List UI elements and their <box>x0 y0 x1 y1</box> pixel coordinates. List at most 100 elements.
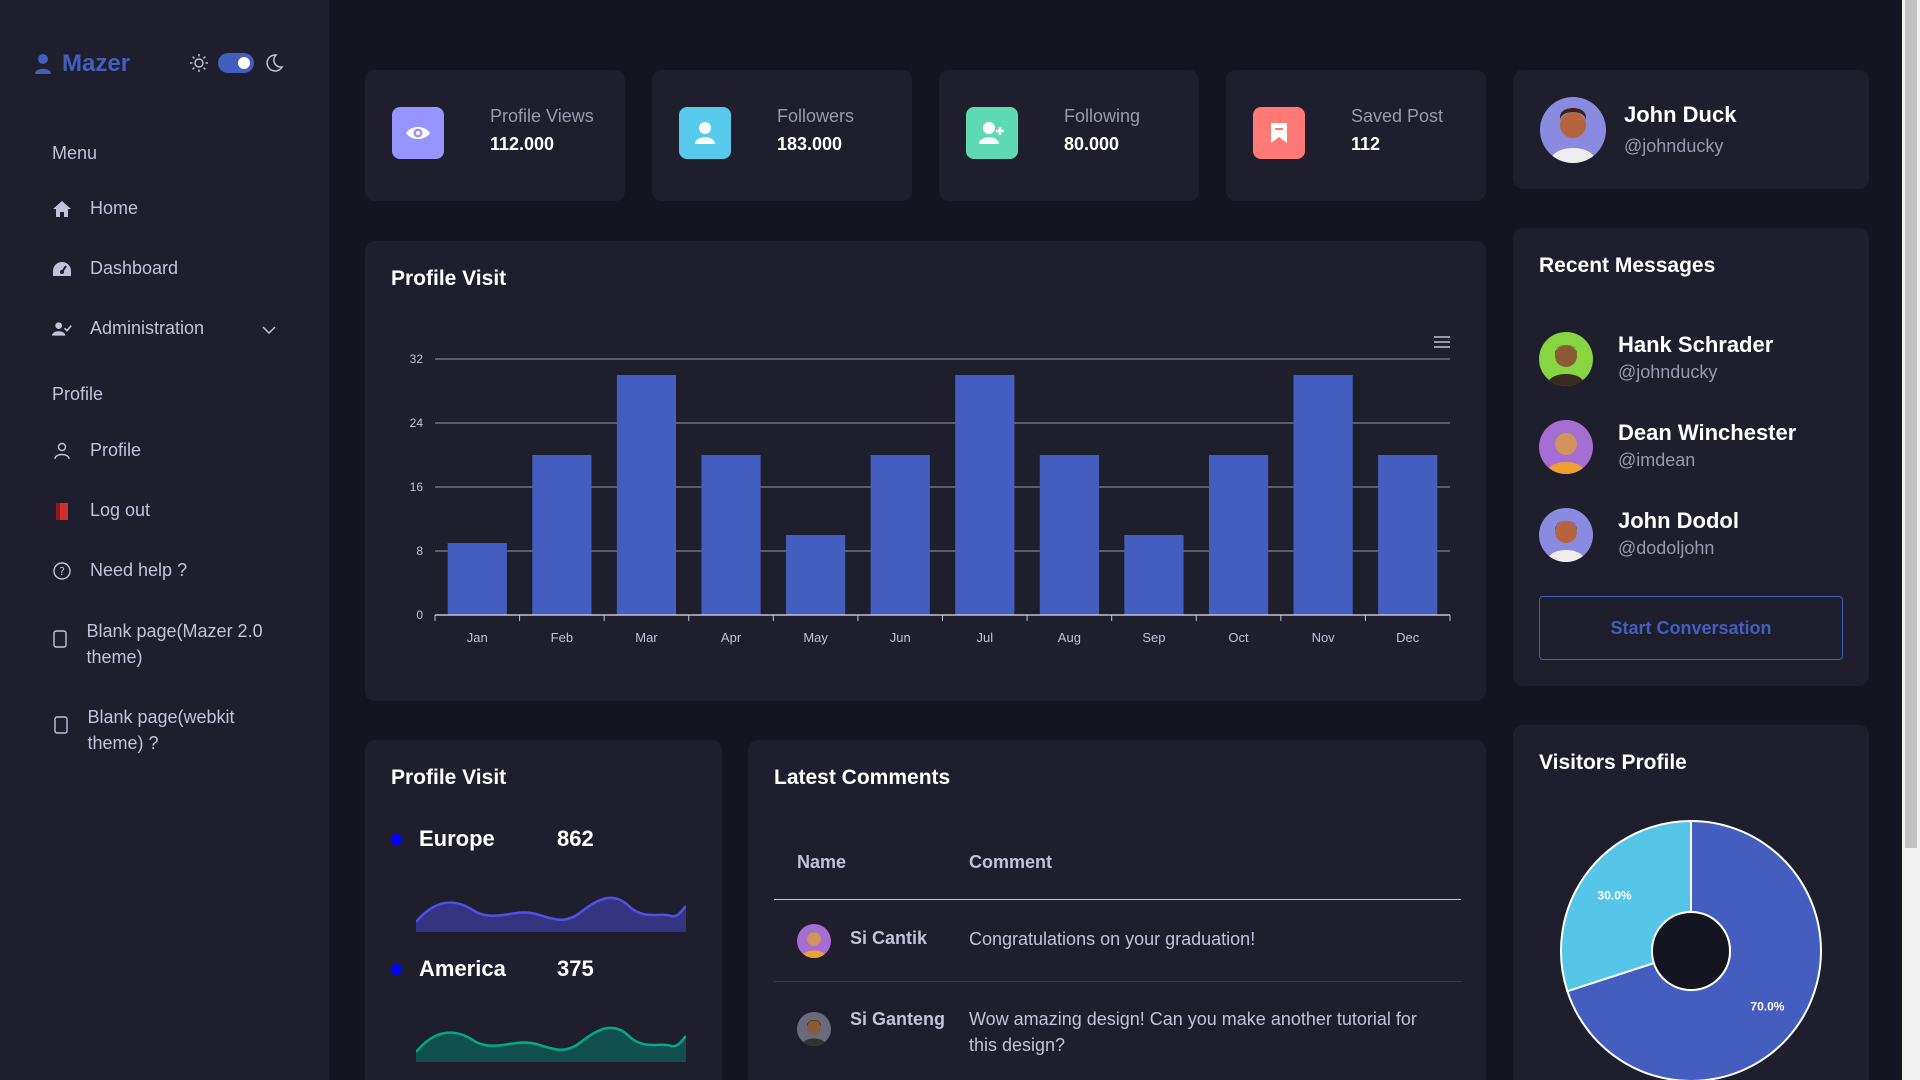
eye-icon <box>392 107 444 159</box>
donut-hole <box>1651 911 1731 991</box>
slice-label: 70.0% <box>1750 1000 1784 1014</box>
x-tick-label: Aug <box>1058 630 1081 645</box>
header-divider <box>774 899 1461 900</box>
avatar <box>797 924 831 958</box>
comment-author: Si Cantik <box>850 928 928 948</box>
speedometer-icon <box>52 260 72 278</box>
stat-label: Following <box>1064 106 1141 126</box>
theme-switch[interactable] <box>218 53 254 73</box>
sidebar: Mazer Menu Home Dashboard Administration… <box>0 0 329 1080</box>
recent-messages-card: Recent Messages Hank Schrader @johnducky… <box>1513 228 1869 686</box>
bar-chart: 0 8 16 24 32 Jan Feb Mar Apr May Jun Jul Aug Sep Oct No… <box>410 336 1451 645</box>
y-tick-label: 24 <box>410 416 424 430</box>
x-tick-label: Jan <box>467 630 488 645</box>
card-title: Visitors Profile <box>1539 751 1687 774</box>
bar <box>701 455 761 615</box>
stat-value: 183.000 <box>777 134 843 154</box>
bar <box>1124 535 1184 615</box>
stat-card-saved-post: Saved Post 112 <box>1226 70 1486 201</box>
comment-author: Si Ganteng <box>850 1009 946 1029</box>
region-value: 375 <box>557 956 594 981</box>
x-tick-label: Sep <box>1142 630 1165 645</box>
avatar[interactable] <box>1540 97 1606 163</box>
sidebar-item-dashboard[interactable]: Dashboard <box>52 258 282 279</box>
svg-text:?: ? <box>59 565 65 578</box>
america-sparkline <box>416 1026 686 1062</box>
sidebar-item-help[interactable]: ? Need help ? <box>52 560 282 581</box>
avatar[interactable] <box>1539 420 1593 474</box>
person-icon <box>679 107 731 159</box>
sidebar-item-label: Need help ? <box>90 560 188 580</box>
question-circle-icon: ? <box>52 561 72 580</box>
message-sender-handle: @imdean <box>1618 450 1696 470</box>
column-header-comment: Comment <box>969 852 1053 872</box>
latest-comments-card: Latest Comments Name Comment Si Cantik C… <box>748 740 1486 1080</box>
scrollbar[interactable] <box>1902 0 1920 1080</box>
card-title: Recent Messages <box>1539 254 1716 277</box>
y-tick-label: 32 <box>410 352 424 366</box>
stat-card-following: Following 80.000 <box>939 70 1199 201</box>
house-icon <box>52 200 72 218</box>
card-title: Profile Visit <box>391 766 507 789</box>
sidebar-item-label: Log out <box>90 500 151 520</box>
scrollbar-thumb[interactable] <box>1905 0 1917 848</box>
sidebar-item-home[interactable]: Home <box>52 198 282 219</box>
avatar[interactable] <box>1539 332 1593 386</box>
brand-logo[interactable]: Mazer <box>34 50 130 78</box>
person-icon <box>52 442 72 460</box>
x-tick-label: Oct <box>1228 630 1249 645</box>
bar <box>1039 455 1099 615</box>
stat-label: Followers <box>777 106 855 126</box>
europe-sparkline <box>416 896 686 932</box>
file-icon <box>52 716 69 734</box>
message-sender-name: John Dodol <box>1618 508 1739 533</box>
user-name: John Duck <box>1624 102 1737 127</box>
y-tick-label: 0 <box>416 608 423 622</box>
avatar[interactable] <box>1539 508 1593 562</box>
y-tick-label: 16 <box>410 480 424 494</box>
message-sender-name: Hank Schrader <box>1618 332 1774 357</box>
region-name: Europe <box>419 826 495 851</box>
user-card: John Duck @johnducky <box>1513 70 1869 189</box>
stat-label: Profile Views <box>490 106 594 126</box>
sidebar-item-blank-mazer[interactable]: Blank page(Mazer 2.0 theme) <box>52 618 282 670</box>
legend-dot <box>391 833 402 845</box>
menu-section-title: Menu <box>52 143 98 163</box>
bar <box>1208 455 1269 615</box>
x-tick-label: May <box>803 630 828 645</box>
x-tick-label: Mar <box>635 630 658 645</box>
moon-icon <box>266 54 284 72</box>
bar <box>447 543 507 615</box>
sidebar-item-administration[interactable]: Administration <box>52 318 276 339</box>
stat-value: 80.000 <box>1064 134 1120 154</box>
chevron-down-icon <box>262 318 276 339</box>
person-add-icon <box>966 107 1018 159</box>
sun-icon <box>190 54 208 72</box>
theme-toggle[interactable] <box>190 53 284 73</box>
bar <box>1293 375 1353 615</box>
stat-card-followers: Followers 183.000 <box>652 70 912 201</box>
sidebar-item-logout[interactable]: Log out <box>52 500 282 521</box>
x-tick-label: Apr <box>721 630 742 645</box>
sidebar-item-blank-webkit[interactable]: Blank page(webkit theme) ? <box>52 704 282 756</box>
x-tick-label: Nov <box>1312 630 1336 645</box>
region-row-america: America 375 <box>391 956 594 982</box>
sidebar-item-label: Home <box>90 198 139 218</box>
visitors-profile-card: Visitors Profile 70.0% 30.0% <box>1513 725 1869 1080</box>
sidebar-item-label: Administration <box>90 318 205 338</box>
slice-label: 30.0% <box>1598 888 1632 902</box>
stat-label: Saved Post <box>1351 106 1444 126</box>
door-icon <box>52 502 72 520</box>
x-tick-label: Feb <box>551 630 573 645</box>
column-header-name: Name <box>797 852 847 872</box>
stat-value: 112 <box>1351 134 1381 154</box>
bar <box>955 375 1015 615</box>
stat-card-profile-views: Profile Views 112.000 <box>365 70 625 201</box>
file-icon <box>52 630 68 648</box>
profile-visit-card: Profile Visit 0 8 16 24 32 Jan Feb Mar Apr May Jun… <box>365 241 1486 701</box>
start-conversation-button[interactable]: Start Conversation <box>1539 596 1843 660</box>
sidebar-item-profile[interactable]: Profile <box>52 440 282 461</box>
person-check-icon <box>52 320 72 338</box>
region-value: 862 <box>557 826 594 851</box>
bookmark-icon <box>1253 107 1305 159</box>
